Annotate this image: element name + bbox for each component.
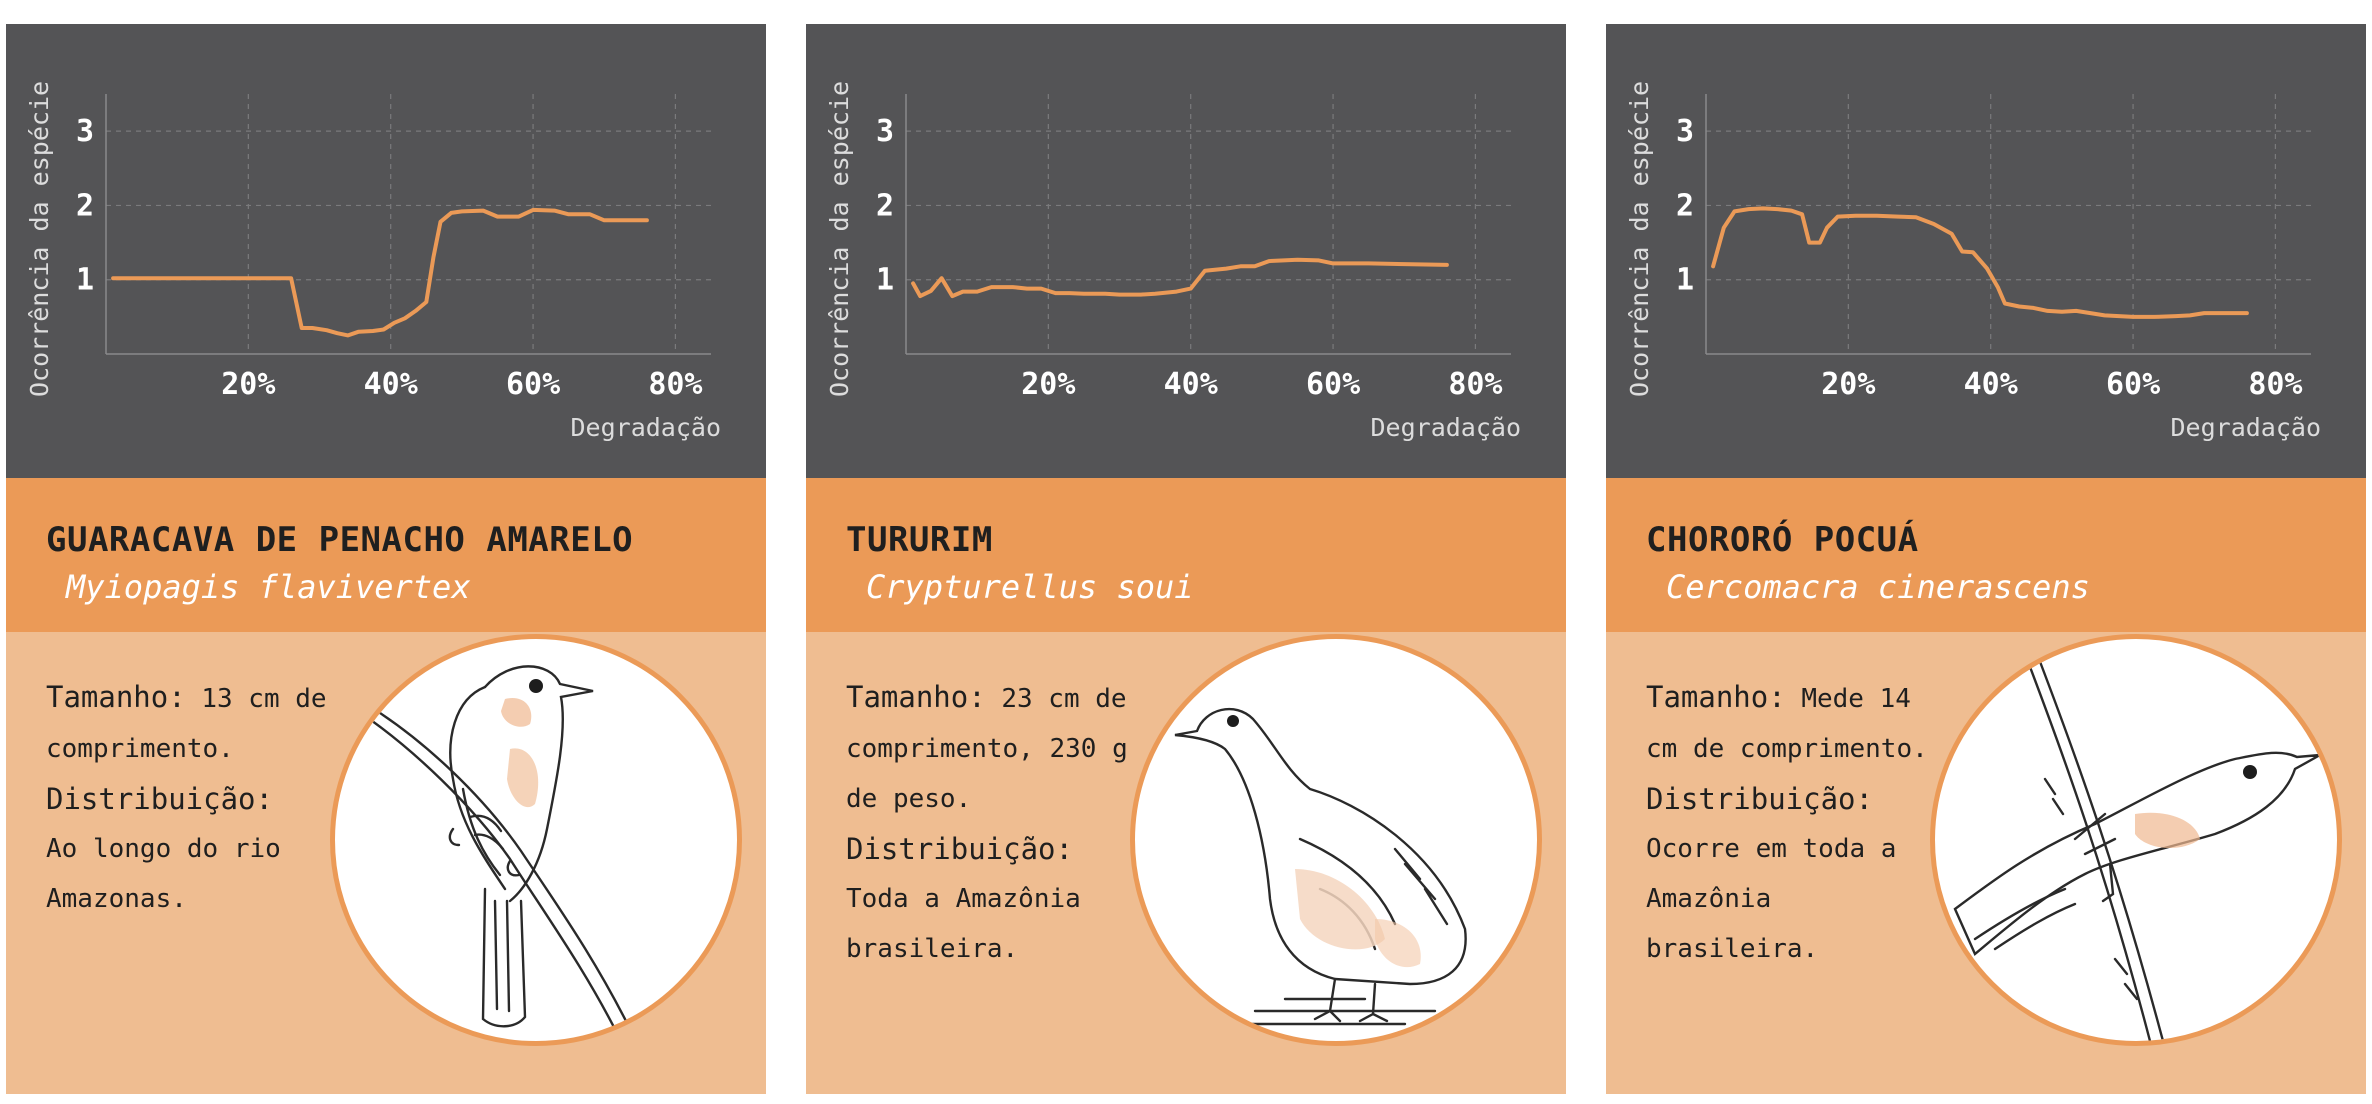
- distribution-value: Ao longo do rio Amazonas.: [46, 834, 281, 914]
- x-tick-label: 40%: [1164, 367, 1218, 402]
- y-tick-label: 3: [1676, 114, 1694, 149]
- species-info: Tamanho: 23 cm de comprimento, 230 g de …: [806, 632, 1566, 1094]
- size-label: Tamanho:: [46, 680, 186, 714]
- series-line: [911, 257, 1449, 299]
- x-tick-label: 60%: [2106, 367, 2160, 402]
- x-tick-label: 40%: [364, 367, 418, 402]
- common-name: CHORORÓ POCUÁ: [1646, 520, 1919, 560]
- species-info: Tamanho: 13 cm de comprimento. Distribui…: [6, 632, 766, 1094]
- species-description: Tamanho: 23 cm de comprimento, 230 g de …: [846, 672, 1146, 974]
- y-axis-title: Ocorrência da espécie: [1625, 81, 1654, 397]
- y-tick-label: 2: [1676, 188, 1694, 223]
- occurrence-chart-panel: 20% 40% 60% 80% 1 2 3 Degradação Ocorrência da e…: [1606, 24, 2366, 478]
- occurrence-chart: 20% 40% 60% 80% 1 2 3 Degradação Ocorrência da e…: [25, 81, 721, 442]
- x-axis-title: Degradação: [570, 413, 721, 442]
- species-card-2: 20% 40% 60% 80% 1 2 3 Degradação Ocorrência da e…: [806, 24, 1566, 1094]
- y-tick-label: 3: [876, 114, 894, 149]
- x-tick-label: 20%: [1021, 367, 1075, 402]
- x-tick-label: 80%: [1448, 367, 1502, 402]
- size-label: Tamanho:: [1646, 680, 1786, 714]
- perched-bird-icon: [353, 665, 637, 1041]
- tinamou-icon: [1174, 708, 1467, 1026]
- x-axis-title: Degradação: [2170, 413, 2321, 442]
- scientific-name: Crypturellus soui: [866, 568, 1194, 606]
- y-tick-label: 1: [76, 263, 94, 298]
- species-header: TURURIM Crypturellus soui: [806, 478, 1566, 632]
- species-header: GUARACAVA DE PENACHO AMARELO Myiopagis f…: [6, 478, 766, 632]
- y-axis-title: Ocorrência da espécie: [25, 81, 54, 397]
- x-tick-label: 80%: [648, 367, 702, 402]
- x-tick-label: 20%: [221, 367, 275, 402]
- y-tick-label: 1: [1676, 263, 1694, 298]
- size-label: Tamanho:: [846, 680, 986, 714]
- y-tick-label: 1: [876, 263, 894, 298]
- distribution-label: Distribuição:: [46, 782, 273, 816]
- distribution-label: Distribuição:: [1646, 782, 1873, 816]
- x-tick-label: 60%: [506, 367, 560, 402]
- series-line: [111, 207, 649, 338]
- occurrence-chart-panel: 20% 40% 60% 80% 1 2 3 Degradação Ocorrência da e…: [6, 24, 766, 478]
- species-info: Tamanho: Mede 14 cm de comprimento. Dist…: [1606, 632, 2366, 1094]
- common-name: GUARACAVA DE PENACHO AMARELO: [46, 520, 634, 560]
- x-tick-label: 80%: [2248, 367, 2302, 402]
- x-tick-label: 20%: [1821, 367, 1875, 402]
- size-value: 13 cm de comprimento.: [46, 684, 327, 764]
- occurrence-chart: 20% 40% 60% 80% 1 2 3 Degradação Ocorrência da e…: [825, 81, 1521, 442]
- antbird-on-branch-icon: [1953, 657, 2321, 1041]
- species-description: Tamanho: 13 cm de comprimento. Distribui…: [46, 672, 346, 924]
- x-tick-label: 60%: [1306, 367, 1360, 402]
- distribution-value: Ocorre em toda a Amazônia brasileira.: [1646, 834, 1897, 964]
- distribution-label: Distribuição:: [846, 832, 1073, 866]
- species-card-3: 20% 40% 60% 80% 1 2 3 Degradação Ocorrência da e…: [1606, 24, 2366, 1094]
- y-tick-label: 2: [876, 188, 894, 223]
- common-name: TURURIM: [846, 520, 993, 560]
- x-tick-label: 40%: [1964, 367, 2018, 402]
- occurrence-chart: 20% 40% 60% 80% 1 2 3 Degradação Ocorrência da e…: [1625, 81, 2321, 442]
- y-tick-label: 3: [76, 114, 94, 149]
- x-axis-title: Degradação: [1370, 413, 1521, 442]
- series-line: [1711, 206, 2249, 319]
- species-card-1: 20% 40% 60% 80% 1 2 3 Degradação Ocorrência da e…: [6, 24, 766, 1094]
- y-tick-label: 2: [76, 188, 94, 223]
- bird-illustration: [330, 634, 742, 1046]
- scientific-name: Myiopagis flavivertex: [66, 568, 471, 606]
- size-value: 23 cm de comprimento, 230 g de peso.: [846, 684, 1128, 814]
- bird-illustration: [1130, 634, 1542, 1046]
- species-description: Tamanho: Mede 14 cm de comprimento. Dist…: [1646, 672, 1946, 974]
- occurrence-chart-panel: 20% 40% 60% 80% 1 2 3 Degradação Ocorrência da e…: [806, 24, 1566, 478]
- species-header: CHORORÓ POCUÁ Cercomacra cinerascens: [1606, 478, 2366, 632]
- distribution-value: Toda a Amazônia brasileira.: [846, 884, 1081, 964]
- bird-illustration: [1930, 634, 2342, 1046]
- y-axis-title: Ocorrência da espécie: [825, 81, 854, 397]
- size-value: Mede 14 cm de comprimento.: [1646, 684, 1928, 764]
- scientific-name: Cercomacra cinerascens: [1666, 568, 2090, 606]
